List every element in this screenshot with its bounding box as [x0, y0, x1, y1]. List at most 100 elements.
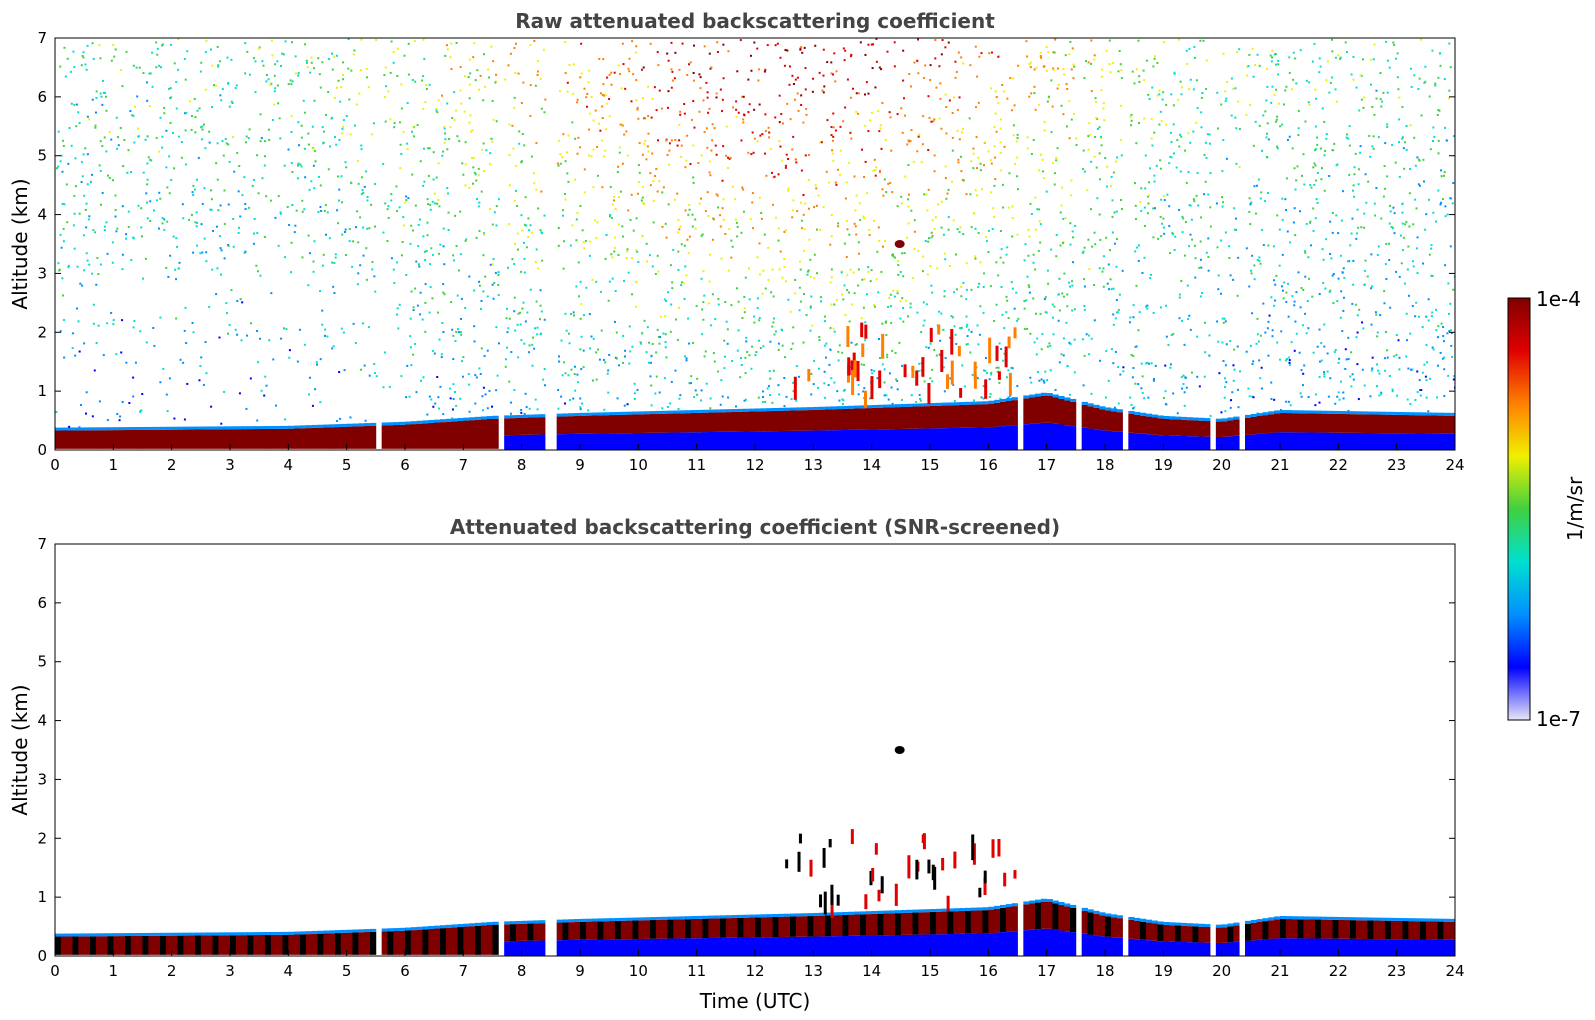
- noise-pixel: [767, 278, 770, 281]
- noise-pixel: [604, 361, 607, 364]
- noise-pixel: [700, 154, 703, 157]
- noise-pixel: [168, 192, 171, 195]
- noise-pixel: [301, 256, 304, 259]
- boundary-layer-cell: [300, 934, 307, 955]
- noise-pixel: [313, 99, 316, 102]
- noise-pixel: [301, 199, 304, 202]
- noise-pixel: [845, 255, 848, 258]
- noise-pixel: [685, 357, 688, 360]
- boundary-layer-cell: [638, 414, 645, 433]
- noise-pixel: [1421, 371, 1424, 374]
- noise-pixel: [837, 350, 840, 353]
- noise-pixel: [275, 404, 278, 407]
- noise-pixel: [804, 202, 807, 205]
- noise-pixel: [1349, 244, 1352, 247]
- noise-pixel: [328, 237, 331, 240]
- noise-pixel: [614, 356, 617, 359]
- noise-pixel: [201, 128, 204, 131]
- noise-pixel: [1245, 113, 1248, 116]
- noise-pixel: [1072, 77, 1075, 80]
- noise-pixel: [682, 281, 685, 284]
- layer-edge-cell: [795, 407, 803, 411]
- noise-pixel: [1083, 308, 1086, 311]
- surface-layer-cell: [1437, 433, 1444, 450]
- noise-pixel: [661, 191, 664, 194]
- boundary-layer-cell: [410, 930, 418, 955]
- surface-layer-cell: [1029, 423, 1036, 450]
- noise-pixel: [444, 54, 447, 57]
- boundary-layer-cell: [591, 921, 598, 940]
- noise-pixel: [1359, 74, 1362, 77]
- noise-pixel: [520, 411, 523, 414]
- noise-pixel: [923, 319, 926, 322]
- surface-layer-cell: [714, 431, 721, 450]
- noise-pixel: [1194, 257, 1197, 260]
- noise-pixel: [384, 202, 387, 205]
- layer-edge-cell: [370, 422, 377, 426]
- noise-pixel: [85, 391, 88, 394]
- noise-pixel: [1187, 317, 1190, 320]
- noise-pixel: [1371, 106, 1374, 109]
- noise-pixel: [484, 275, 487, 278]
- noise-pixel: [470, 130, 473, 133]
- noise-pixel: [59, 330, 62, 333]
- layer-edge-cell: [125, 933, 132, 937]
- noise-pixel: [290, 271, 293, 274]
- surface-layer-cell: [539, 434, 546, 450]
- noise-pixel: [1363, 283, 1366, 286]
- noise-pixel: [218, 336, 221, 339]
- noise-pixel: [1447, 282, 1450, 285]
- noise-pixel: [1426, 361, 1429, 364]
- layer-edge-cell: [1000, 398, 1007, 402]
- noise-pixel: [464, 184, 467, 187]
- noise-pixel: [219, 247, 222, 250]
- noise-pixel: [1054, 388, 1057, 391]
- surface-layer-cell: [562, 434, 569, 450]
- layer-edge-cell: [1040, 392, 1048, 396]
- noise-pixel: [1046, 345, 1049, 348]
- noise-pixel: [517, 312, 520, 315]
- noise-pixel: [893, 256, 896, 259]
- noise-pixel: [409, 346, 412, 349]
- noise-pixel: [388, 385, 391, 388]
- noise-pixel: [783, 405, 786, 408]
- noise-pixel: [610, 253, 613, 256]
- noise-pixel: [1073, 308, 1076, 311]
- noise-pixel: [364, 419, 367, 422]
- noise-pixel: [1431, 346, 1434, 349]
- noise-pixel: [623, 355, 626, 358]
- layer-edge-cell: [597, 918, 604, 922]
- noise-pixel: [303, 343, 306, 346]
- noise-pixel: [818, 71, 821, 74]
- noise-pixel: [212, 84, 215, 87]
- noise-pixel: [1029, 332, 1032, 335]
- noise-pixel: [1432, 211, 1435, 214]
- boundary-layer-cell: [78, 430, 85, 449]
- surface-layer-cell: [1350, 432, 1357, 450]
- noise-pixel: [627, 209, 630, 212]
- noise-pixel: [717, 303, 720, 306]
- noise-pixel: [706, 191, 709, 194]
- layer-edge-cell: [84, 427, 91, 431]
- noise-pixel: [1188, 245, 1191, 248]
- noise-pixel: [1322, 258, 1325, 261]
- noise-pixel: [168, 377, 171, 380]
- noise-pixel: [1441, 198, 1444, 201]
- noise-pixel: [599, 92, 602, 95]
- layer-edge-cell: [434, 925, 441, 929]
- noise-pixel: [916, 150, 919, 153]
- noise-pixel: [1016, 175, 1019, 178]
- noise-pixel: [1274, 120, 1277, 123]
- noise-pixel: [889, 181, 892, 184]
- noise-pixel: [993, 184, 996, 187]
- noise-pixel: [653, 86, 656, 89]
- boundary-layer-cell: [912, 406, 919, 429]
- noise-pixel: [461, 375, 464, 378]
- noise-pixel: [186, 50, 189, 53]
- noise-pixel: [400, 254, 403, 257]
- noise-pixel: [342, 78, 345, 81]
- surface-layer-cell: [626, 433, 633, 450]
- noise-pixel: [106, 419, 109, 422]
- noise-pixel: [664, 333, 667, 336]
- noise-pixel: [1120, 69, 1123, 72]
